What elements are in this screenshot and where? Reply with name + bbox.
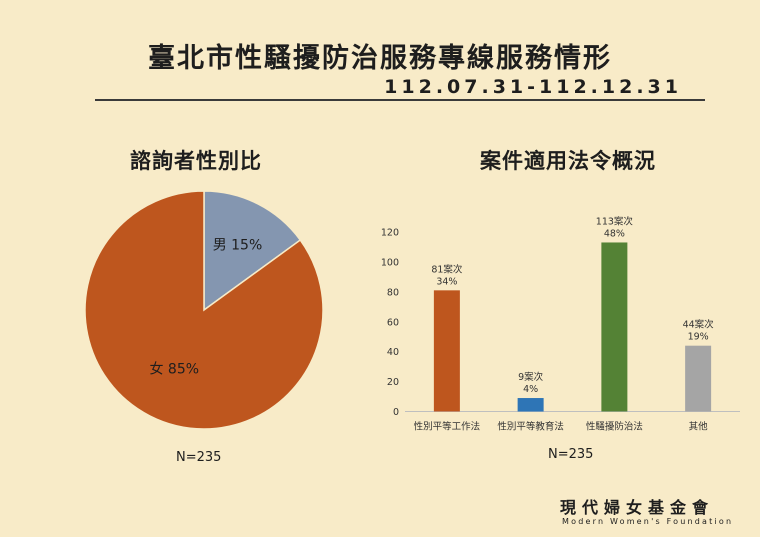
title-divider [95, 99, 705, 101]
pie-slice-label: 男 15% [213, 237, 263, 253]
x-category-label: 性騷擾防治法 [586, 421, 643, 433]
bar-0 [433, 290, 460, 412]
bar-chart-title: 案件適用法令概況 [480, 149, 656, 173]
x-category-label: 性別平等工作法 [414, 421, 481, 433]
bar-percent-label: 34% [436, 276, 457, 287]
bar-3 [685, 345, 712, 412]
bar-1 [517, 398, 544, 412]
x-category-label: 其他 [689, 421, 709, 433]
y-tick-label: 0 [393, 407, 399, 418]
bar-percent-label: 19% [688, 332, 709, 343]
pie-slice-male [203, 190, 302, 312]
logo-name-en: Modern Women's Foundation [562, 517, 734, 526]
x-category-label: 性別平等教育法 [497, 421, 564, 433]
bar-percent-label: 4% [523, 384, 538, 395]
logo-name: 現代婦女基金會 [560, 498, 715, 517]
y-tick-label: 60 [387, 317, 399, 328]
bar-value-label: 113案次 [596, 215, 634, 227]
bar-2 [601, 242, 628, 412]
y-tick-label: 120 [381, 228, 399, 239]
pie-slice-label: 女 85% [149, 360, 199, 377]
y-tick-label: 40 [387, 347, 399, 358]
pie-chart-title: 諮詢者性別比 [130, 149, 262, 173]
page-title: 臺北市性騷擾防治服務專線服務情形 [148, 43, 612, 74]
bar-value-label: 9案次 [518, 371, 544, 383]
pie-slice-female [84, 190, 324, 430]
bar-sample-size: N=235 [548, 447, 594, 462]
bar-value-label: 44案次 [683, 319, 715, 331]
bar-percent-label: 48% [604, 228, 625, 239]
y-tick-label: 80 [387, 287, 399, 298]
pie-sample-size: N=235 [176, 450, 222, 465]
bar-value-label: 81案次 [431, 263, 463, 275]
y-tick-label: 100 [381, 257, 399, 268]
y-tick-label: 20 [387, 377, 399, 388]
period-label: 112.07.31-112.12.31 [384, 76, 682, 98]
